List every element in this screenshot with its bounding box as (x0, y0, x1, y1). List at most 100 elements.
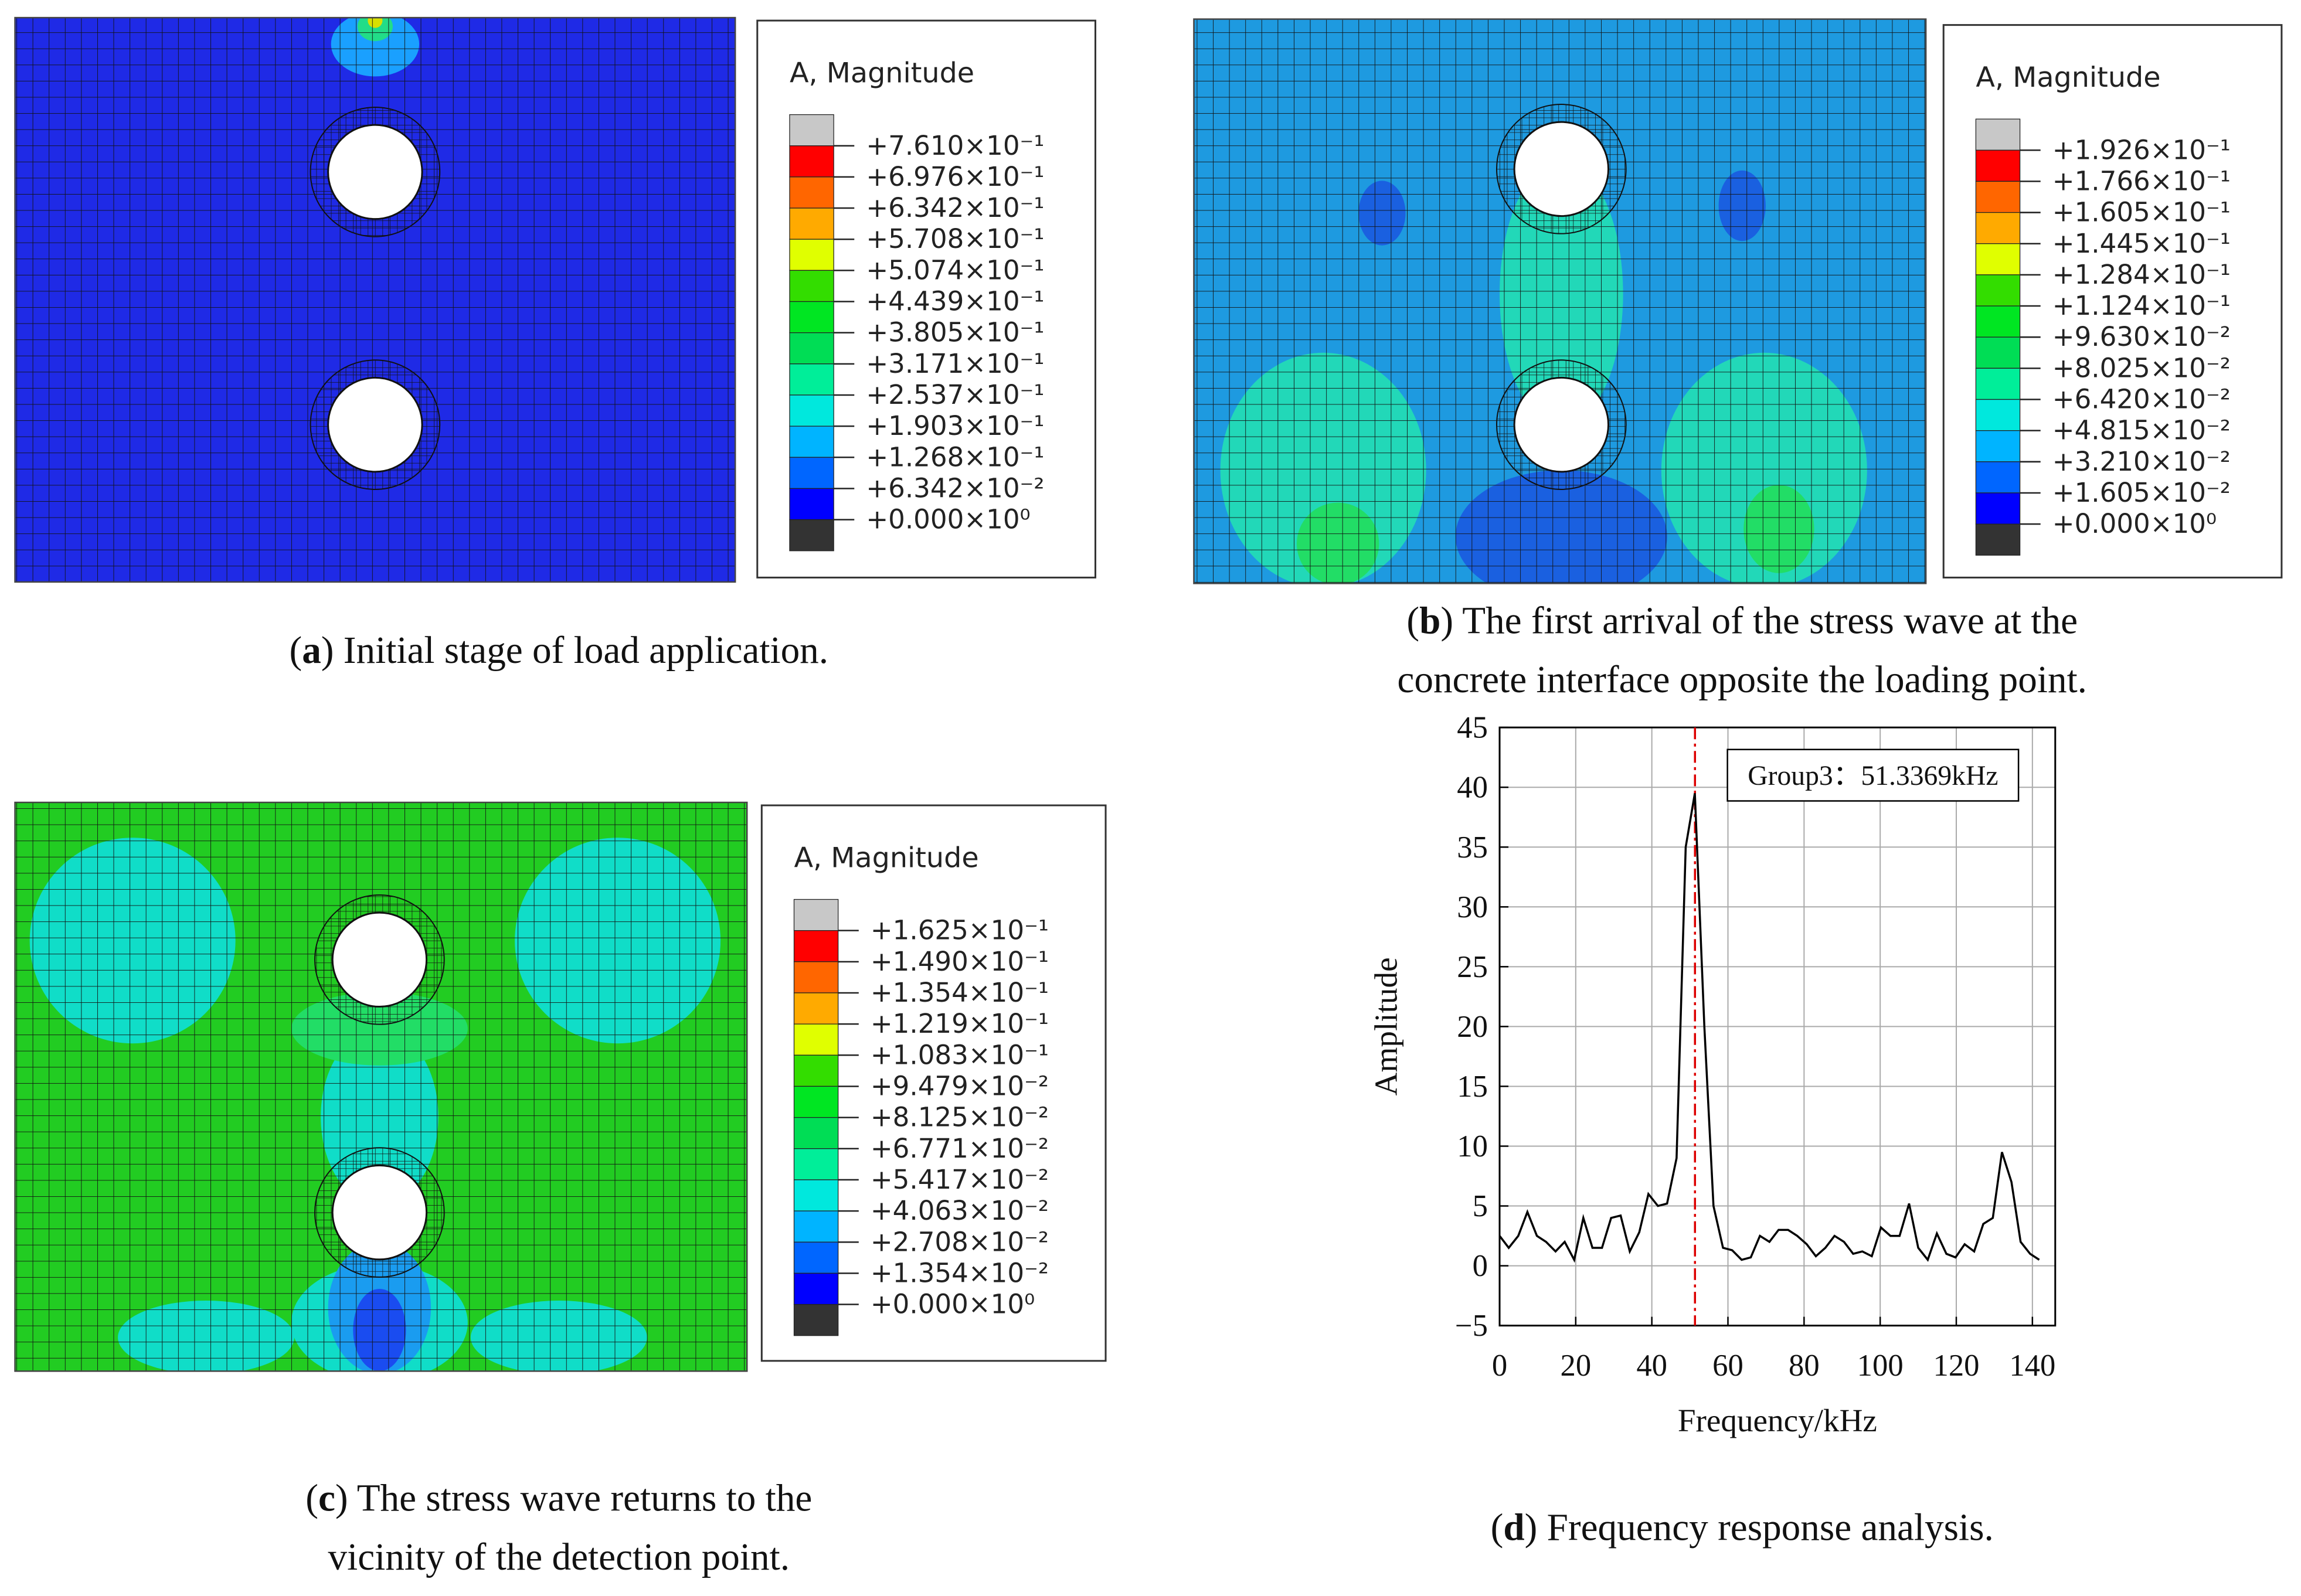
legend-swatch (1975, 181, 2021, 213)
legend-swatch (793, 1304, 839, 1336)
x-tick-label: 140 (2009, 1349, 2055, 1383)
legend-swatch (789, 145, 834, 178)
legend-label: +6.771×10⁻² (871, 1133, 1049, 1164)
caption-part: ( (1406, 600, 1419, 642)
legend-swatch (789, 488, 834, 520)
annotation-box (1726, 748, 2020, 802)
caption-part: concrete interface opposite the loading … (1397, 659, 2087, 701)
y-tick-label: 5 (1473, 1189, 1488, 1223)
mesh (15, 802, 747, 1372)
caption-part: ) The stress wave returns to the (335, 1478, 812, 1520)
legend-label: +9.630×10⁻² (2052, 321, 2231, 352)
legend-label: +4.063×10⁻² (871, 1195, 1049, 1226)
legend-swatch (1975, 149, 2021, 182)
legend-label: +8.025×10⁻² (2052, 352, 2231, 383)
caption-part: a (302, 629, 321, 672)
y-tick-label: 35 (1457, 831, 1488, 865)
legend-swatch (793, 961, 839, 993)
legend-label: +2.537×10⁻¹ (866, 379, 1044, 410)
legend-label: +2.708×10⁻² (871, 1226, 1049, 1257)
legend-swatch (793, 1054, 839, 1087)
legend-swatch (1975, 523, 2021, 556)
caption-part: vicinity of the detection point. (328, 1536, 790, 1578)
mesh (15, 18, 736, 582)
plot-border (14, 801, 748, 1372)
legend-swatch (793, 1148, 839, 1180)
x-tick-label: 40 (1636, 1349, 1667, 1383)
legend-swatch (789, 394, 834, 427)
y-tick-label: 25 (1457, 950, 1488, 984)
legend-label: +6.342×10⁻² (866, 472, 1044, 503)
legend-swatch (793, 899, 839, 931)
legend-swatch (1975, 461, 2021, 494)
legend-label: +1.284×10⁻¹ (2052, 259, 2231, 290)
legend-swatch (1975, 305, 2021, 338)
legend-label: +1.490×10⁻¹ (871, 946, 1049, 977)
x-tick-label: 0 (1492, 1349, 1507, 1383)
legend-label: +1.625×10⁻¹ (871, 915, 1049, 946)
y-tick-label: 0 (1473, 1249, 1488, 1283)
legend-swatch (1975, 212, 2021, 244)
y-tick-label: −5 (1455, 1309, 1488, 1343)
y-tick-label: 45 (1457, 711, 1488, 745)
legend-label: +1.354×10⁻² (871, 1257, 1049, 1288)
legend-label: +1.605×10⁻² (2052, 477, 2231, 508)
caption-part: b (1419, 600, 1440, 642)
contour-plot (1193, 18, 1927, 584)
legend-swatch (789, 426, 834, 458)
legend-label: +3.171×10⁻¹ (866, 348, 1044, 379)
legend-label: +7.610×10⁻¹ (866, 130, 1044, 161)
legend-swatch (1975, 118, 2021, 151)
legend-label: +1.605×10⁻¹ (2052, 197, 2231, 228)
hole (331, 1164, 428, 1261)
legend-label: +5.074×10⁻¹ (866, 254, 1044, 285)
legend-swatch (789, 176, 834, 209)
legend-label: +1.903×10⁻¹ (866, 410, 1044, 441)
caption-part: ) Frequency response analysis. (1525, 1507, 1994, 1549)
legend-swatch (793, 1179, 839, 1212)
legend-swatch (1975, 336, 2021, 369)
plot-frame (1498, 726, 2057, 1327)
legend-label: +9.479×10⁻² (871, 1070, 1049, 1101)
legend-label: +1.268×10⁻¹ (866, 441, 1044, 472)
legend-label: +6.342×10⁻¹ (866, 192, 1044, 223)
caption-part: ) The first arrival of the stress wave a… (1440, 600, 2078, 642)
legend-swatch (1975, 430, 2021, 462)
x-tick-label: 60 (1712, 1349, 1743, 1383)
legend: A, Magnitude+1.926×10⁻¹+1.766×10⁻¹+1.605… (1942, 24, 2283, 578)
legend-swatch (793, 1210, 839, 1243)
legend-title: A, Magnitude (790, 57, 974, 89)
annotation: Group3：51.3369kHz (1748, 761, 1998, 791)
legend-swatch (793, 1272, 839, 1305)
legend-swatch (789, 239, 834, 271)
caption: concrete interface opposite the loading … (1397, 659, 2087, 701)
legend-label: +1.219×10⁻¹ (871, 1008, 1049, 1039)
legend-label: +1.354×10⁻¹ (871, 977, 1049, 1008)
legend: A, Magnitude+1.625×10⁻¹+1.490×10⁻¹+1.354… (760, 804, 1107, 1362)
y-tick-label: 10 (1457, 1129, 1488, 1163)
x-axis-label: Frequency/kHz (1678, 1403, 1877, 1438)
legend-swatch (793, 1085, 839, 1118)
legend-label: +6.420×10⁻² (2052, 384, 2231, 415)
legend-swatch (793, 930, 839, 962)
caption-part: ( (1491, 1507, 1504, 1549)
legend-label: +1.083×10⁻¹ (871, 1039, 1049, 1070)
caption-part: d (1503, 1507, 1524, 1549)
contour-plot (14, 801, 748, 1372)
y-tick-label: 30 (1457, 890, 1488, 924)
legend-swatch (1975, 367, 2021, 400)
caption: (b) The first arrival of the stress wave… (1406, 600, 2078, 642)
caption-part: ( (305, 1478, 318, 1520)
legend-label: +5.417×10⁻² (871, 1164, 1049, 1195)
legend-swatch (789, 363, 834, 396)
legend: A, Magnitude+7.610×10⁻¹+6.976×10⁻¹+6.342… (756, 19, 1096, 578)
legend-swatch (1975, 243, 2021, 275)
legend-label: +5.708×10⁻¹ (866, 223, 1044, 254)
legend-label: +1.124×10⁻¹ (2052, 290, 2231, 321)
legend-swatch (793, 1117, 839, 1149)
hole (1513, 121, 1610, 217)
legend-swatch (789, 301, 834, 334)
legend-swatch (789, 207, 834, 240)
